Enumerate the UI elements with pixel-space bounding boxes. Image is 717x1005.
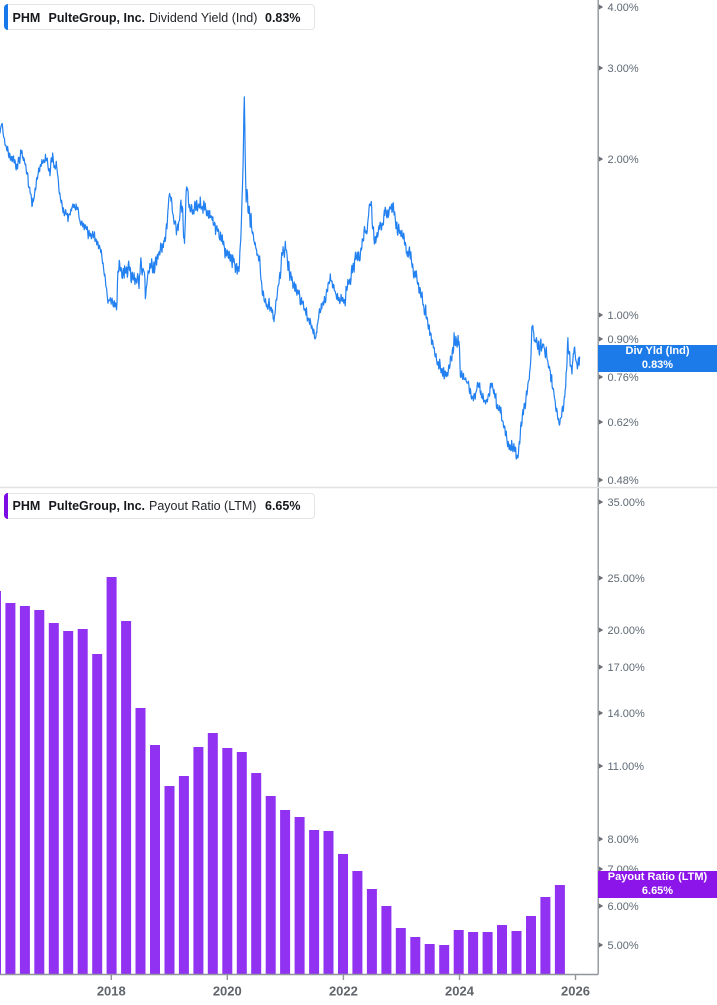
svg-text:2026: 2026 [561,984,590,999]
svg-text:0.48%: 0.48% [608,475,639,487]
svg-text:6.00%: 6.00% [608,901,639,913]
svg-text:5.00%: 5.00% [608,940,639,952]
svg-text:17.00%: 17.00% [608,662,646,674]
svg-text:1.00%: 1.00% [608,310,639,322]
svg-text:20.00%: 20.00% [608,625,646,637]
svg-text:2018: 2018 [97,984,126,999]
svg-text:25.00%: 25.00% [608,573,646,585]
svg-text:11.00%: 11.00% [608,761,645,773]
svg-text:0.76%: 0.76% [608,372,639,384]
svg-text:8.00%: 8.00% [608,834,639,846]
svg-text:3.00%: 3.00% [608,63,639,75]
svg-text:14.00%: 14.00% [608,708,646,720]
svg-text:0.90%: 0.90% [608,334,639,346]
svg-text:2020: 2020 [213,984,242,999]
svg-text:35.00%: 35.00% [608,497,646,509]
svg-text:2.00%: 2.00% [608,154,639,166]
svg-text:2022: 2022 [329,984,358,999]
svg-text:4.00%: 4.00% [608,2,639,14]
svg-text:2024: 2024 [445,984,475,999]
svg-text:0.62%: 0.62% [608,417,639,429]
